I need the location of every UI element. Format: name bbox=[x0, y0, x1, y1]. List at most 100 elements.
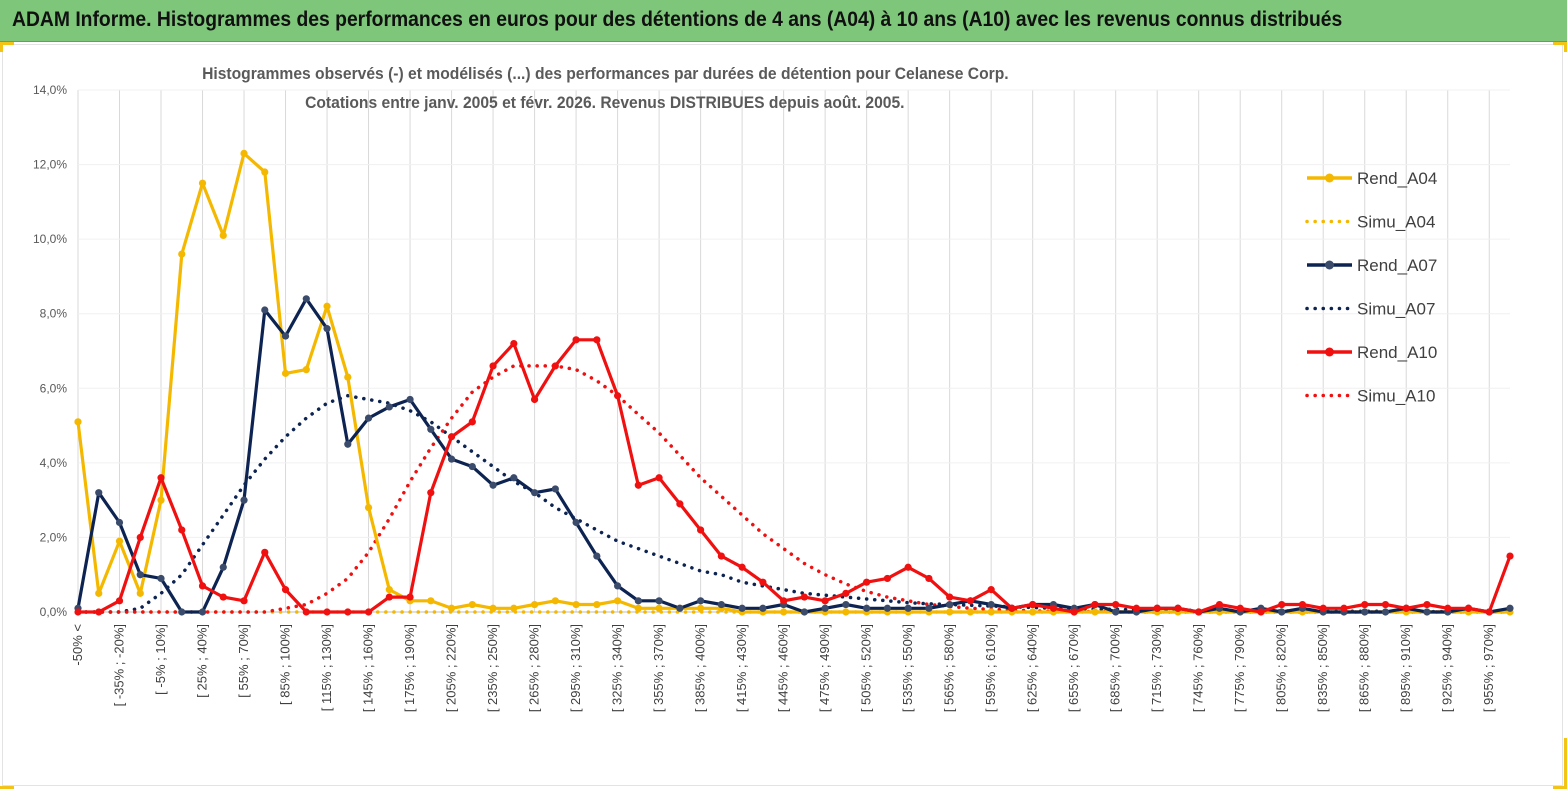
data-point-rend-a04 bbox=[468, 600, 476, 609]
data-point-rend-a07 bbox=[178, 608, 186, 616]
data-point-rend-a04 bbox=[115, 537, 124, 545]
data-point-rend-a07 bbox=[1506, 604, 1514, 612]
x-tick-label: [ 295% ; 310%] bbox=[568, 624, 583, 712]
data-point-rend-a10 bbox=[447, 433, 456, 441]
x-tick-label: [ 865% ; 880%] bbox=[1357, 624, 1372, 712]
data-point-rend-a07 bbox=[1112, 608, 1120, 616]
x-tick-label: [ 715% ; 730%] bbox=[1149, 624, 1164, 712]
data-point-rend-a10 bbox=[1153, 604, 1161, 612]
data-point-rend-a10 bbox=[1319, 604, 1327, 612]
data-point-rend-a10 bbox=[655, 474, 663, 482]
data-point-rend-a07 bbox=[95, 489, 103, 497]
data-point-rend-a10 bbox=[489, 362, 497, 370]
data-point-rend-a07 bbox=[240, 496, 248, 504]
y-tick-label: 6,0% bbox=[40, 381, 68, 395]
legend-label-rend-a10: Rend_A10 bbox=[1357, 343, 1437, 362]
x-tick-label: -50% < bbox=[70, 624, 85, 666]
x-tick-label: [ 745% ; 760%] bbox=[1191, 624, 1206, 712]
x-tick-label: [ 85% ; 100%] bbox=[278, 624, 293, 705]
data-point-rend-a10 bbox=[427, 489, 435, 497]
data-point-rend-a04 bbox=[510, 604, 518, 612]
data-point-rend-a10 bbox=[74, 608, 82, 616]
data-point-rend-a10 bbox=[219, 593, 227, 601]
y-tick-label: 10,0% bbox=[33, 232, 67, 246]
x-tick-label: [ 475% ; 490%] bbox=[817, 624, 832, 712]
data-point-rend-a10 bbox=[364, 608, 373, 616]
chart-title: Histogrammes observés (-) et modélisés (… bbox=[0, 64, 1210, 84]
data-point-rend-a10 bbox=[1174, 604, 1182, 612]
x-tick-label: [ 895% ; 910%] bbox=[1398, 624, 1413, 712]
chart-frame bbox=[2, 44, 1563, 786]
data-point-rend-a10 bbox=[1049, 604, 1058, 612]
data-point-rend-a07 bbox=[468, 462, 476, 471]
data-point-rend-a04 bbox=[1029, 608, 1037, 616]
data-point-rend-a10 bbox=[925, 574, 933, 583]
data-point-rend-a04 bbox=[987, 608, 995, 616]
data-point-rend-a04 bbox=[655, 604, 663, 612]
data-point-rend-a04 bbox=[634, 604, 642, 612]
x-tick-label: [ 25% ; 40%] bbox=[195, 624, 210, 698]
data-point-rend-a04 bbox=[385, 586, 393, 594]
x-tick-label: [ 625% ; 640%] bbox=[1025, 624, 1040, 712]
report-banner: ADAM Informe. Histogrammes des performan… bbox=[0, 0, 1567, 42]
x-tick-label: [ 235% ; 250%] bbox=[485, 624, 500, 712]
data-point-rend-a10 bbox=[1340, 604, 1348, 612]
data-point-rend-a04 bbox=[572, 600, 580, 609]
y-tick-label: 14,0% bbox=[33, 83, 67, 97]
x-tick-label: [ 925% ; 940%] bbox=[1440, 624, 1455, 712]
data-point-rend-a10 bbox=[302, 608, 310, 616]
data-point-rend-a10 bbox=[1091, 600, 1099, 609]
data-point-rend-a07 bbox=[344, 440, 352, 448]
data-point-rend-a07 bbox=[572, 518, 580, 527]
y-tick-label: 2,0% bbox=[40, 530, 68, 544]
data-point-rend-a04 bbox=[427, 597, 435, 605]
data-point-rend-a10 bbox=[842, 589, 850, 597]
data-point-rend-a04 bbox=[489, 604, 497, 612]
legend-marker-rend-a07 bbox=[1325, 260, 1334, 270]
legend-marker-rend-a10 bbox=[1325, 347, 1334, 357]
data-point-rend-a07 bbox=[1278, 608, 1286, 616]
data-point-rend-a07 bbox=[447, 455, 456, 463]
data-point-rend-a10 bbox=[1423, 600, 1431, 609]
x-tick-label: [ 205% ; 220%] bbox=[444, 624, 459, 712]
data-point-rend-a04 bbox=[95, 589, 103, 597]
legend-label-rend-a07: Rend_A07 bbox=[1357, 256, 1437, 275]
data-point-rend-a07 bbox=[302, 295, 310, 303]
series-line-rend-a07 bbox=[76, 297, 1511, 614]
x-tick-label: [ 415% ; 430%] bbox=[734, 624, 749, 712]
data-point-rend-a07 bbox=[510, 474, 518, 482]
data-point-rend-a10 bbox=[759, 578, 767, 586]
data-point-rend-a10 bbox=[634, 481, 642, 489]
chart-title-text: Histogrammes observés (-) et modélisés (… bbox=[201, 64, 1009, 83]
data-point-rend-a07 bbox=[676, 604, 684, 612]
chart-subtitle-text: Cotations entre janv. 2005 et févr. 2026… bbox=[305, 93, 905, 112]
data-point-rend-a07 bbox=[1381, 608, 1390, 616]
data-point-rend-a04 bbox=[966, 608, 975, 616]
data-point-rend-a10 bbox=[406, 593, 414, 601]
data-point-rend-a10 bbox=[717, 552, 725, 560]
data-point-rend-a04 bbox=[613, 597, 622, 605]
data-point-rend-a10 bbox=[551, 362, 559, 370]
data-point-rend-a07 bbox=[925, 604, 933, 612]
data-point-rend-a10 bbox=[738, 563, 746, 571]
data-point-rend-a07 bbox=[157, 574, 165, 583]
x-tick-label: [ 325% ; 340%] bbox=[610, 624, 625, 712]
data-point-rend-a07 bbox=[551, 485, 559, 493]
data-point-rend-a07 bbox=[323, 325, 331, 333]
data-point-rend-a10 bbox=[1070, 608, 1078, 616]
y-tick-label: 0,0% bbox=[40, 605, 68, 619]
data-point-rend-a10 bbox=[1008, 604, 1016, 612]
data-point-rend-a04 bbox=[261, 168, 269, 176]
data-point-rend-a04 bbox=[219, 231, 227, 240]
data-point-rend-a07 bbox=[261, 306, 269, 314]
data-point-rend-a10 bbox=[780, 597, 788, 605]
data-point-rend-a07 bbox=[863, 604, 871, 612]
frame-corner-bottom-left bbox=[0, 786, 14, 789]
data-point-rend-a04 bbox=[364, 504, 373, 512]
frame-corner-top-left bbox=[0, 42, 14, 45]
data-point-rend-a10 bbox=[1278, 600, 1286, 609]
data-point-rend-a07 bbox=[427, 425, 435, 433]
data-point-rend-a07 bbox=[655, 597, 663, 605]
data-point-rend-a07 bbox=[136, 571, 144, 579]
